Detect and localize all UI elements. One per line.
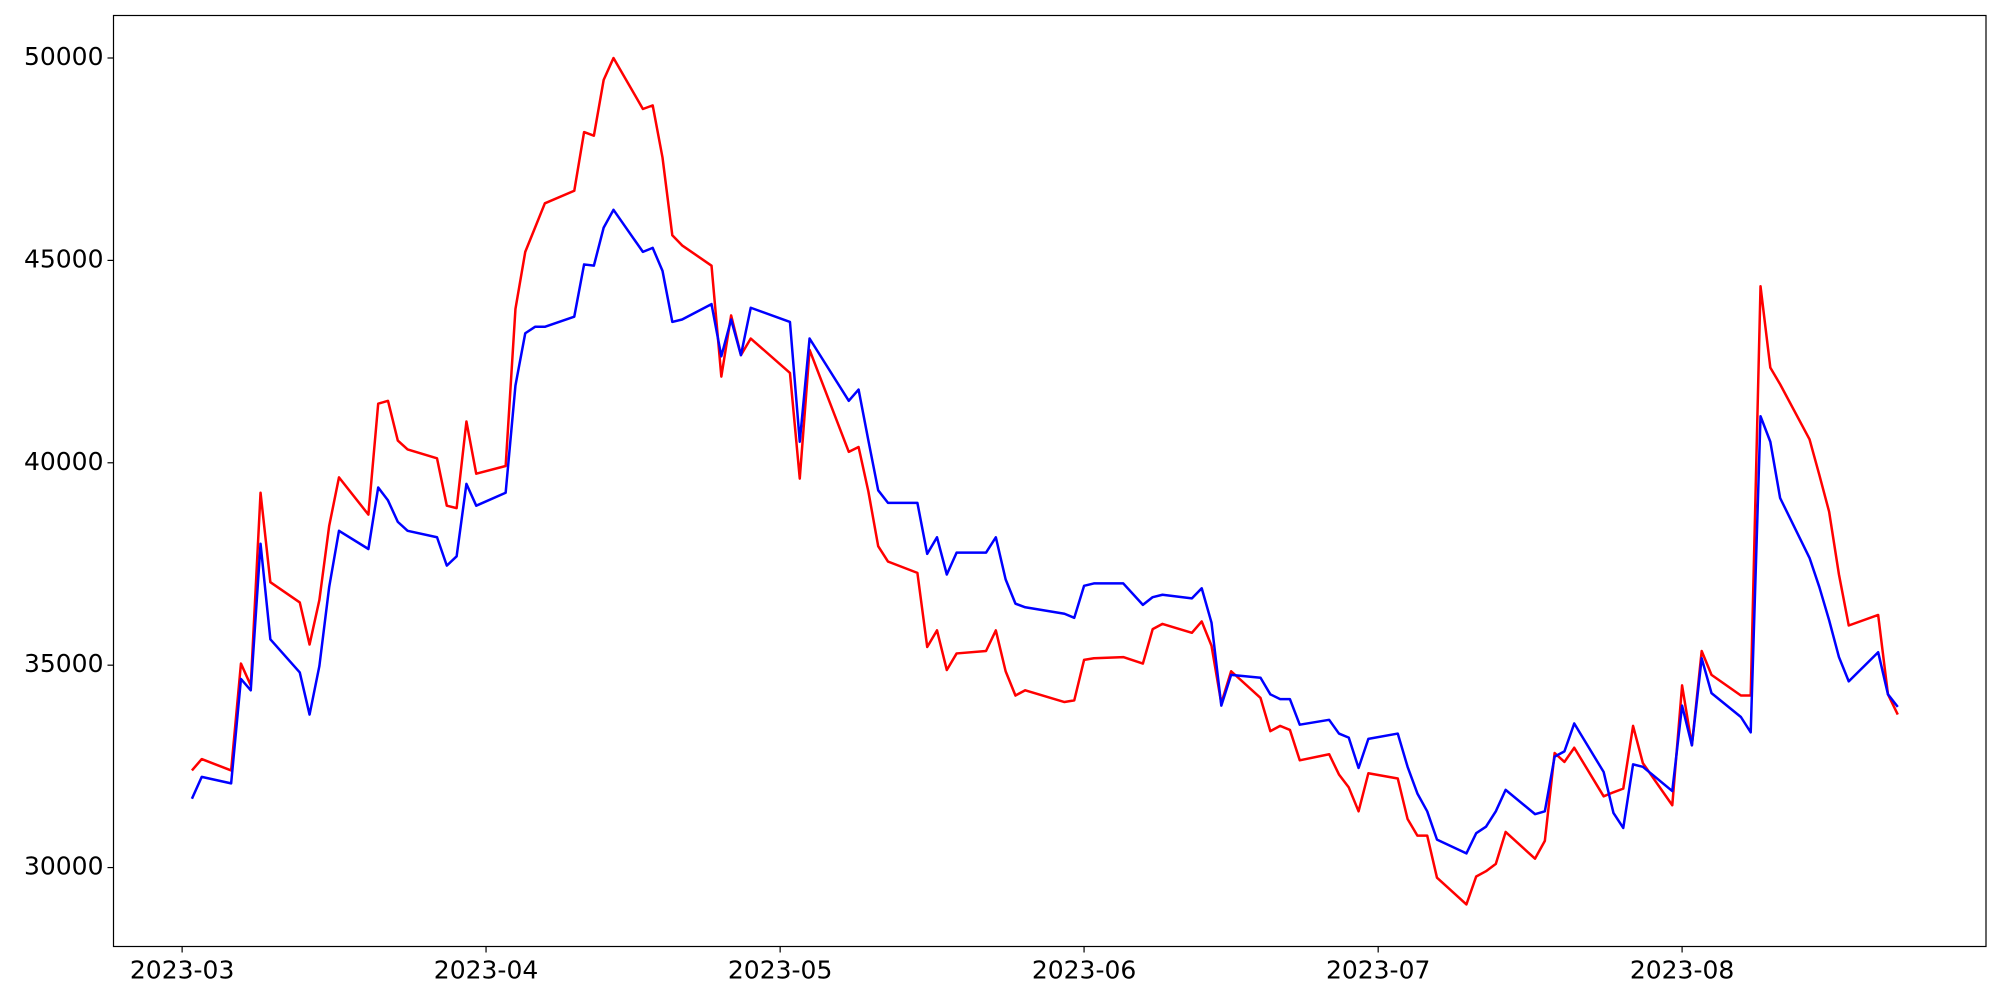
y-tick-label: 40000 — [24, 447, 104, 476]
x-tick-label: 2023-08 — [1630, 956, 1734, 985]
x-tick-label: 2023-07 — [1326, 956, 1430, 985]
series-line — [190, 208, 1899, 855]
y-tick-label: 45000 — [24, 244, 104, 273]
y-tick-label: 30000 — [24, 852, 104, 881]
x-tick-label: 2023-05 — [728, 956, 832, 985]
plot-frame — [112, 14, 1987, 948]
series-line — [190, 56, 1899, 906]
x-tick-label: 2023-04 — [434, 956, 538, 985]
y-tick-label: 35000 — [24, 649, 104, 678]
x-tick-label: 2023-06 — [1032, 956, 1136, 985]
y-tick-label: 50000 — [24, 42, 104, 71]
x-tick-label: 2023-03 — [130, 956, 234, 985]
